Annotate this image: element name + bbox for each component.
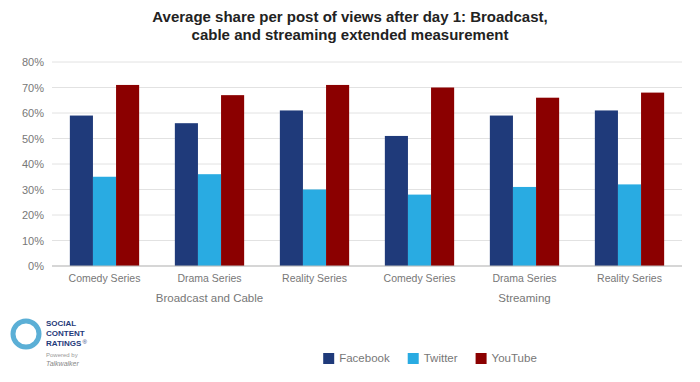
legend-swatch xyxy=(476,353,487,364)
bar xyxy=(116,85,139,266)
title-line: Average share per post of views after da… xyxy=(152,8,547,25)
y-tick-label: 40% xyxy=(22,158,44,170)
bar xyxy=(408,195,431,266)
bar xyxy=(513,187,536,266)
bar xyxy=(431,88,454,267)
logo-text: ® xyxy=(82,339,87,345)
grid-line xyxy=(52,266,682,267)
legend-label: Facebook xyxy=(339,352,390,364)
bar xyxy=(385,136,408,266)
grid-line xyxy=(52,62,682,63)
y-tick-label: 70% xyxy=(22,82,44,94)
grid-line xyxy=(52,164,682,165)
y-axis: 0% 10% 20% 30% 40% 50% 60% 70% 80% xyxy=(22,56,682,272)
group-label: Streaming xyxy=(498,292,550,304)
logo-text: Powered by xyxy=(46,352,78,358)
legend-label: YouTube xyxy=(492,352,537,364)
grid-line xyxy=(52,113,682,114)
y-tick-label: 30% xyxy=(22,184,44,196)
bar xyxy=(93,177,116,266)
title-line: cable and streaming extended measurement xyxy=(192,26,509,43)
chart: Average share per post of views after da… xyxy=(0,0,700,382)
legend-swatch xyxy=(323,353,334,364)
legend-label: Twitter xyxy=(424,352,458,364)
y-tick-label: 60% xyxy=(22,107,44,119)
bar xyxy=(70,116,93,266)
bar xyxy=(490,116,513,266)
legend: Facebook Twitter YouTube xyxy=(323,352,537,364)
group-label: Broadcast and Cable xyxy=(156,292,263,304)
bar xyxy=(198,174,221,266)
y-tick-label: 80% xyxy=(22,56,44,68)
bars xyxy=(70,85,664,266)
grid-line xyxy=(52,87,682,88)
bar xyxy=(280,110,303,266)
bar xyxy=(221,95,244,266)
logo-text: SOCIAL xyxy=(46,319,76,328)
legend-item: Twitter xyxy=(408,352,458,364)
x-tick-label: Comedy Series xyxy=(69,272,141,284)
logo-text: Talkwalker xyxy=(46,360,79,367)
logo: SOCIALCONTENTRATINGS® Powered by Talkwalke… xyxy=(13,319,87,367)
x-axis-line xyxy=(52,266,682,267)
x-tick-label: Reality Series xyxy=(597,272,662,284)
title: Average share per post of views after da… xyxy=(152,8,547,43)
bar xyxy=(595,110,618,266)
legend-item: Facebook xyxy=(323,352,390,364)
grid-line xyxy=(52,138,682,139)
grid-line xyxy=(52,189,682,190)
logo-text: RATINGS xyxy=(46,339,82,348)
x-tick-label: Reality Series xyxy=(282,272,347,284)
bar xyxy=(175,123,198,266)
x-tick-label: Comedy Series xyxy=(384,272,456,284)
bar xyxy=(536,98,559,266)
y-tick-label: 20% xyxy=(22,209,44,221)
series xyxy=(116,85,664,266)
bar xyxy=(326,85,349,266)
y-tick-label: 10% xyxy=(22,235,44,247)
legend-swatch xyxy=(408,353,419,364)
logo-text: CONTENT xyxy=(46,329,85,338)
bar xyxy=(618,184,641,266)
x-tick-label: Drama Series xyxy=(492,272,556,284)
bar xyxy=(303,190,326,267)
bar xyxy=(641,93,664,266)
x-tick-label: Drama Series xyxy=(177,272,241,284)
grid-line xyxy=(52,215,682,216)
y-tick-label: 0% xyxy=(28,260,44,272)
logo-mark xyxy=(13,321,39,347)
x-axis: Comedy Series Drama Series Reality Series C… xyxy=(69,272,662,284)
grid-line xyxy=(52,240,682,241)
y-tick-label: 50% xyxy=(22,133,44,145)
legend-item: YouTube xyxy=(476,352,537,364)
